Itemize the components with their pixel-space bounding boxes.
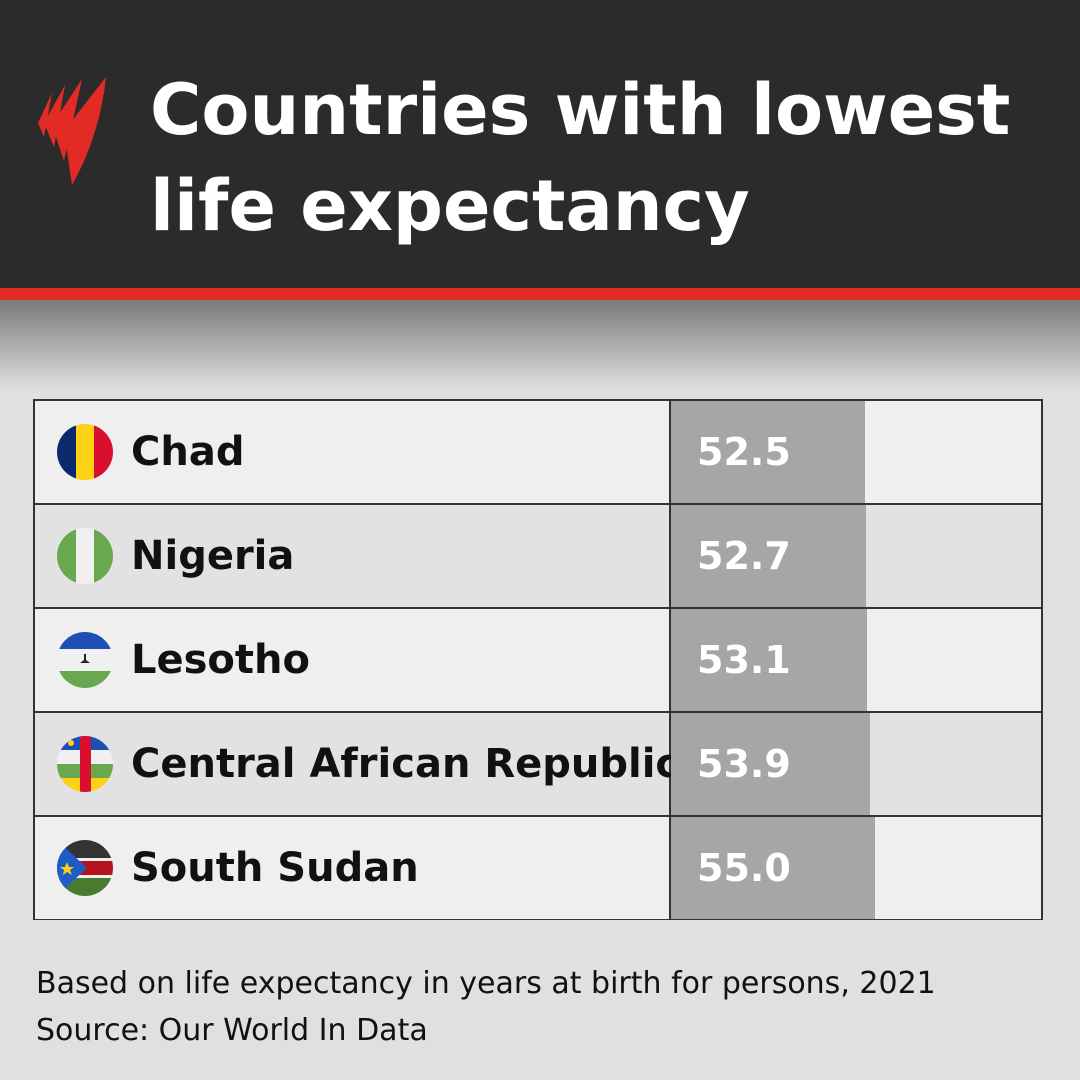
value-label: 53.9 — [697, 742, 791, 786]
value-bar — [671, 713, 871, 815]
source-text: Source: Our World In Data — [36, 1013, 428, 1048]
value-bar — [671, 401, 866, 503]
country-name: South Sudan — [131, 845, 419, 891]
country-cell: South Sudan — [35, 817, 669, 919]
value-bar — [671, 505, 866, 607]
nigeria-flag-icon — [57, 528, 113, 584]
country-name: Lesotho — [131, 637, 310, 683]
value-cell: 53.1 — [671, 609, 1041, 711]
country-cell: Central African Republic — [35, 713, 679, 815]
shadow — [0, 300, 1080, 390]
value-label: 52.5 — [697, 430, 791, 474]
country-name: Central African Republic — [131, 741, 680, 787]
country-cell: Chad — [35, 401, 669, 503]
country-name: Chad — [131, 429, 245, 475]
footnote: Based on life expectancy in years at bir… — [36, 960, 936, 1054]
data-table: Chad 52.5 Nigeria 52.7 Lesotho 53.1 Cent… — [33, 399, 1043, 920]
value-bar — [671, 817, 875, 919]
sbs-logo — [38, 77, 106, 185]
table-row: Lesotho 53.1 — [35, 609, 1041, 711]
country-cell: Lesotho — [35, 609, 669, 711]
value-cell: 55.0 — [671, 817, 1041, 919]
table-row: Chad 52.5 — [35, 401, 1041, 503]
accent-divider — [0, 288, 1080, 300]
value-label: 55.0 — [697, 846, 791, 890]
country-name: Nigeria — [131, 533, 295, 579]
table-row: Central African Republic 53.9 — [35, 713, 1041, 815]
table-row: Nigeria 52.7 — [35, 505, 1041, 607]
lesotho-flag-icon — [57, 632, 113, 688]
note-text: Based on life expectancy in years at bir… — [36, 966, 936, 1001]
value-label: 53.1 — [697, 638, 791, 682]
country-cell: Nigeria — [35, 505, 669, 607]
value-label: 52.7 — [697, 534, 791, 578]
central-african-republic-flag-icon — [57, 736, 113, 792]
value-cell: 53.9 — [671, 713, 1041, 815]
page-title: Countries with lowest life expectancy — [150, 69, 1011, 247]
header — [0, 0, 1080, 288]
chad-flag-icon — [57, 424, 113, 480]
value-cell: 52.5 — [671, 401, 1041, 503]
south-sudan-flag-icon — [57, 840, 113, 896]
value-bar — [671, 609, 868, 711]
value-cell: 52.7 — [671, 505, 1041, 607]
table-row: South Sudan 55.0 — [35, 817, 1041, 919]
